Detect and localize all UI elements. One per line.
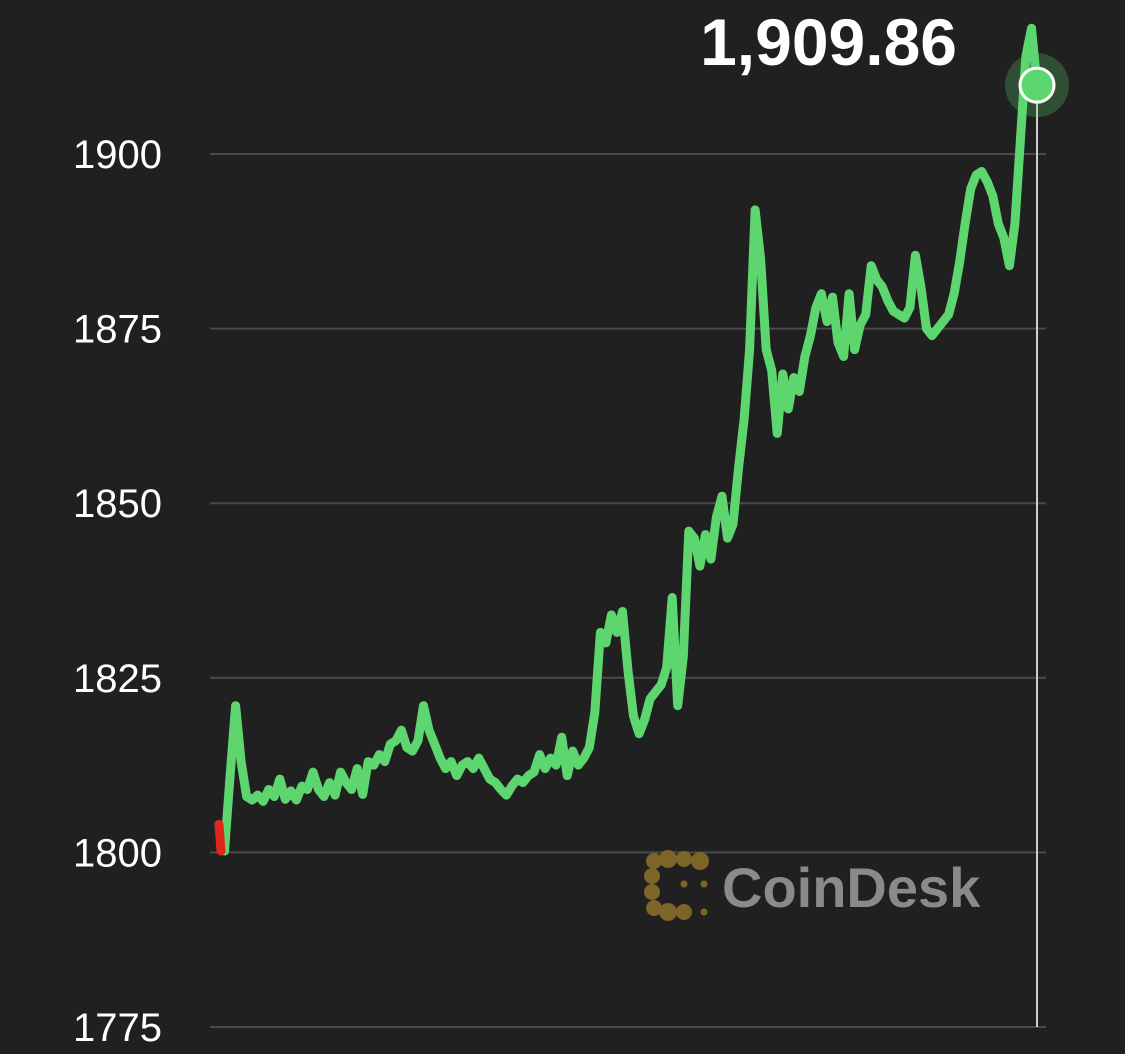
current-price-label: 1,909.86 <box>700 5 957 79</box>
y-axis-tick-labels: 1775 1800 1825 1850 1875 1900 <box>73 133 162 1050</box>
coindesk-watermark: CoinDesk <box>644 850 981 921</box>
y-tick-label-1875: 1875 <box>73 308 162 352</box>
coindesk-wordmark: CoinDesk <box>722 856 981 919</box>
coindesk-logo-icon <box>644 850 709 921</box>
y-tick-label-1825: 1825 <box>73 657 162 701</box>
y-tick-label-1775: 1775 <box>73 1006 162 1050</box>
price-series-start-segment <box>214 820 226 856</box>
current-price-marker <box>1018 66 1056 104</box>
price-series-line <box>214 23 1042 856</box>
y-tick-label-1800: 1800 <box>73 831 162 875</box>
y-tick-label-1850: 1850 <box>73 482 162 526</box>
y-tick-label-1900: 1900 <box>73 133 162 177</box>
